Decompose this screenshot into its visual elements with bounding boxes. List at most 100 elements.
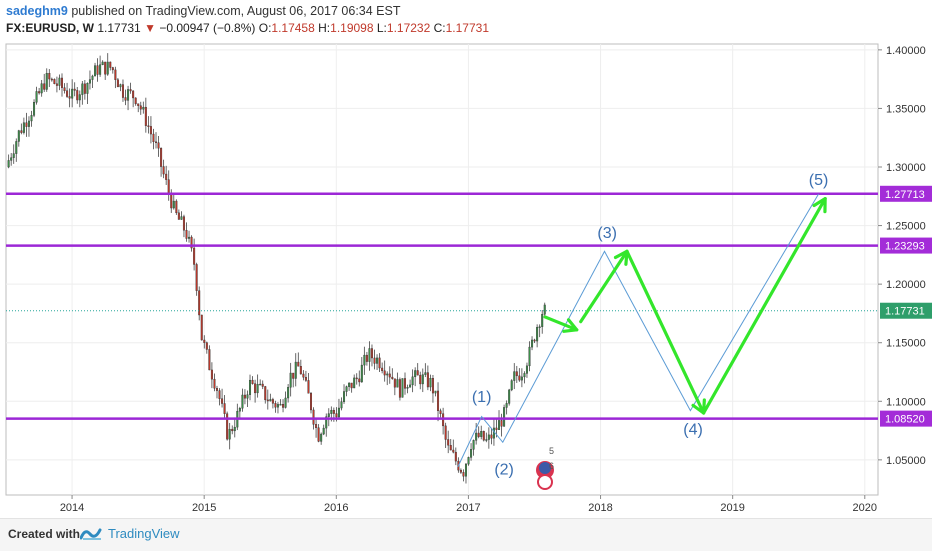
forecast-arrow-segment[interactable] (701, 197, 827, 415)
projection-line[interactable] (457, 193, 819, 468)
candle-body (518, 375, 521, 381)
candle-body (155, 141, 158, 144)
x-tick-label: 2014 (60, 502, 84, 514)
candle-body (337, 407, 340, 418)
candle-body (182, 216, 185, 231)
candle-body (195, 264, 198, 291)
candle-body (541, 314, 544, 327)
candle-body (487, 434, 490, 440)
low-label: L: (376, 21, 387, 35)
candle-body (350, 382, 353, 389)
candle-body (378, 357, 381, 369)
time-axis[interactable]: 2014 2015 2016 2017 2018 2019 2020 (60, 495, 877, 514)
candle-body (452, 449, 455, 453)
candle-body (76, 90, 79, 101)
candle-body (477, 432, 480, 437)
candle-body (111, 67, 114, 71)
candle-body (172, 200, 175, 209)
candle-body (276, 404, 279, 408)
candle-body (210, 369, 213, 380)
candle-body (101, 61, 104, 65)
level-price-label: 1.23293 (885, 241, 925, 253)
candle-body (58, 77, 61, 86)
y-tick-label: 1.40000 (886, 45, 926, 57)
candle-body (284, 397, 287, 408)
candle-body (160, 147, 163, 167)
candle-body (421, 374, 424, 385)
plot-area (5, 43, 879, 496)
wave-label: (3) (597, 225, 617, 242)
candle-body (531, 339, 534, 348)
candle-body (414, 370, 417, 378)
price-chart[interactable]: 1.27713 1.23293 1.08520 1.17731 (1) (2) (3) (4… (0, 0, 932, 518)
y-tick-label: 1.15000 (886, 338, 926, 350)
candle-body (129, 89, 132, 92)
candle-body (462, 472, 465, 477)
candle-body (332, 409, 335, 414)
candle-body (495, 427, 498, 430)
candle-body (416, 370, 419, 376)
tradingview-link[interactable]: TradingView (108, 526, 180, 541)
symbol-label[interactable]: FX:EURUSD, W (6, 21, 94, 35)
candle-body (388, 373, 391, 378)
candle-body (152, 133, 155, 143)
candle-body (215, 388, 218, 391)
candle-body (274, 403, 277, 408)
candle-body (144, 106, 147, 126)
candle-body (238, 408, 241, 412)
arrow-head (562, 318, 579, 333)
candle-body (256, 384, 259, 394)
candle-body (48, 73, 51, 80)
candle-body (533, 339, 536, 342)
x-tick-label: 2019 (720, 502, 744, 514)
high-value: 1.19098 (330, 21, 374, 35)
forecast-arrow-segment[interactable] (625, 249, 706, 415)
candle-body (302, 373, 305, 378)
candle-body (33, 102, 36, 116)
candle-body (81, 83, 84, 95)
level-price-tag (880, 185, 932, 202)
candle-body (96, 65, 99, 75)
y-tick-label: 1.25000 (886, 221, 926, 233)
footer-bar: Created with TradingView (0, 518, 932, 551)
candle-body (376, 357, 379, 364)
last-price: 1.17731 (97, 21, 141, 35)
candle-body (213, 378, 216, 389)
x-tick-label: 2015 (192, 502, 216, 514)
candle-body (404, 378, 407, 389)
candle-body (78, 94, 81, 101)
candle-body (459, 469, 462, 473)
candle-body (243, 394, 246, 399)
candle-body (86, 83, 89, 94)
candle-body (335, 413, 338, 418)
candle-body (20, 130, 23, 133)
candle-body (411, 376, 414, 386)
arrow-head (812, 197, 827, 214)
candle-body (315, 424, 318, 428)
candle-body (99, 64, 102, 75)
price-change: −0.00947 (−0.8%) (159, 21, 256, 35)
candle-body (63, 87, 66, 91)
x-tick-label: 2018 (588, 502, 612, 514)
created-with-text: Created with (8, 527, 81, 541)
candle-body (355, 377, 358, 380)
candle-body (322, 427, 325, 435)
candle-body (406, 387, 409, 389)
candle-body (391, 376, 394, 379)
candle-body (485, 439, 488, 441)
author-link[interactable]: sadeghm9 (6, 4, 68, 18)
forecast-arrow-segment[interactable] (579, 249, 629, 324)
candle-body (66, 90, 69, 97)
candle-body (464, 463, 467, 477)
candle-body (431, 378, 434, 394)
y-tick-label: 1.20000 (886, 279, 926, 291)
candle-body (370, 348, 373, 359)
candle-body (175, 200, 178, 214)
candle-body (279, 404, 282, 406)
candle-body (190, 236, 193, 249)
candle-body (38, 91, 41, 94)
candle-body (317, 427, 320, 442)
price-axis[interactable]: 1.05000 1.10000 1.15000 1.20000 1.25000 1.300… (878, 45, 926, 467)
forecast-arrow-segment[interactable] (543, 315, 579, 332)
candle-body (185, 230, 188, 239)
